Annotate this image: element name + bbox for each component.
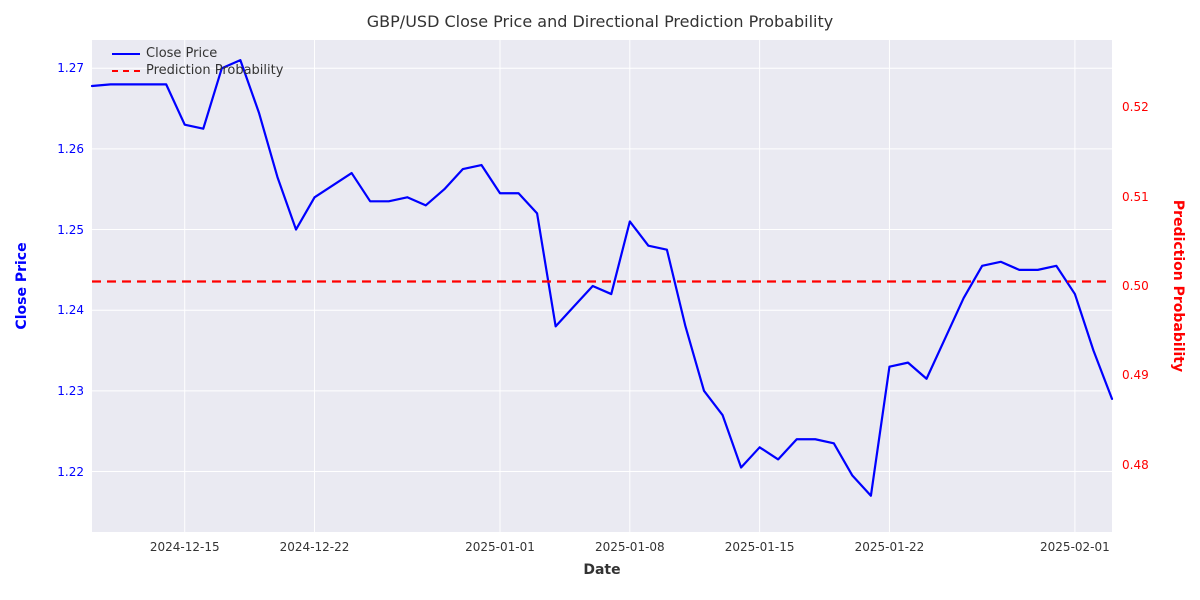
- x-axis-label: Date: [583, 562, 620, 578]
- legend-swatch: [112, 53, 140, 55]
- y-left-tick-label: 1.22: [57, 465, 84, 479]
- y-right-axis-label: Prediction Probability: [1170, 200, 1186, 372]
- y-left-axis-label: Close Price: [14, 242, 30, 329]
- legend-swatch: [112, 70, 140, 72]
- legend-label: Close Price: [146, 46, 217, 61]
- y-left-tick-label: 1.24: [57, 303, 84, 317]
- y-left-tick-label: 1.23: [57, 384, 84, 398]
- x-tick-label: 2024-12-15: [150, 540, 220, 554]
- y-right-tick-label: 0.49: [1122, 368, 1149, 382]
- x-tick-label: 2025-01-08: [595, 540, 665, 554]
- plot-area: [92, 40, 1112, 532]
- y-left-tick-label: 1.26: [57, 142, 84, 156]
- y-right-tick-label: 0.48: [1122, 458, 1149, 472]
- chart-root: GBP/USD Close Price and Directional Pred…: [0, 0, 1200, 600]
- x-tick-label: 2025-01-15: [725, 540, 795, 554]
- y-left-tick-label: 1.27: [57, 61, 84, 75]
- y-right-tick-label: 0.50: [1122, 279, 1149, 293]
- x-tick-label: 2024-12-22: [280, 540, 350, 554]
- x-tick-label: 2025-01-01: [465, 540, 535, 554]
- legend-label: Prediction Probability: [146, 63, 283, 78]
- chart-title: GBP/USD Close Price and Directional Pred…: [0, 12, 1200, 31]
- y-right-tick-label: 0.52: [1122, 100, 1149, 114]
- x-tick-label: 2025-02-01: [1040, 540, 1110, 554]
- legend-item: Close Price: [112, 46, 283, 61]
- legend: Close Price Prediction Probability: [108, 44, 287, 80]
- x-tick-label: 2025-01-22: [855, 540, 925, 554]
- series-svg: [92, 40, 1112, 532]
- y-right-tick-label: 0.51: [1122, 190, 1149, 204]
- legend-item: Prediction Probability: [112, 63, 283, 78]
- y-left-tick-label: 1.25: [57, 223, 84, 237]
